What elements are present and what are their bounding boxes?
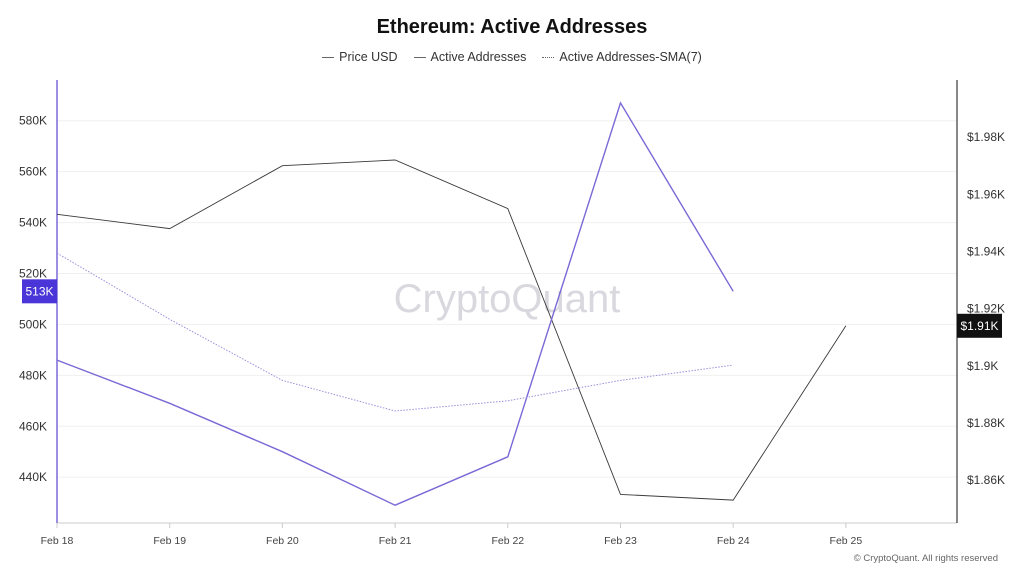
legend-item-active-addresses[interactable]: Active Addresses bbox=[413, 50, 527, 64]
y-right-tick-label: $1.88K bbox=[967, 416, 1005, 430]
series-price-usd-line[interactable] bbox=[56, 159, 847, 501]
watermark: CryptoQuant bbox=[394, 277, 621, 321]
y-right-tick-label: $1.92K bbox=[967, 302, 1005, 316]
legend-swatch-price bbox=[322, 56, 335, 58]
labels-layer: 440K 460K 480K 500K 520K 540K 560K 580K $1.86K $1… bbox=[19, 114, 1005, 547]
y-left-tick-label: 460K bbox=[19, 419, 47, 433]
x-tick-label: Feb 22 bbox=[491, 535, 524, 547]
y-right-tick-label: $1.94K bbox=[967, 244, 1005, 258]
series-active-addresses-sma-line[interactable] bbox=[56, 252, 734, 412]
y-right-tick-label: $1.9K bbox=[967, 359, 998, 373]
y-left-tick-label: 560K bbox=[19, 165, 47, 179]
x-tick-label: Feb 19 bbox=[153, 535, 186, 547]
y-right-tick-label: $1.86K bbox=[967, 473, 1005, 487]
legend-swatch-active-addresses bbox=[413, 56, 426, 58]
legend-swatch-sma bbox=[542, 56, 555, 58]
y-left-tick-label: 480K bbox=[19, 368, 47, 382]
y-left-tick-label: 540K bbox=[19, 216, 47, 230]
x-tick-label: Feb 25 bbox=[830, 535, 863, 547]
current-value-left-badge bbox=[22, 279, 57, 304]
legend-label-price: Price USD bbox=[339, 50, 398, 64]
legend: Price USD Active Addresses Active Addres… bbox=[0, 50, 1024, 64]
grid-layer bbox=[57, 120, 957, 478]
legend-item-sma[interactable]: Active Addresses-SMA(7) bbox=[542, 50, 702, 64]
y-left-tick-label: 580K bbox=[19, 114, 47, 128]
chart-title: Ethereum: Active Addresses bbox=[376, 16, 648, 38]
y-right-tick-label: $1.96K bbox=[967, 187, 1005, 201]
x-tick-label: Feb 23 bbox=[604, 535, 637, 547]
current-value-right-label: $1.91K bbox=[960, 319, 998, 333]
legend-label-active-addresses: Active Addresses bbox=[430, 50, 527, 64]
footer-credit: © CryptoQuant. All rights reserved bbox=[853, 553, 998, 564]
y-right-tick-label: $1.98K bbox=[967, 130, 1005, 144]
y-left-tick-label: 500K bbox=[19, 317, 47, 331]
y-left-tick-label: 520K bbox=[19, 266, 47, 280]
x-tick-label: Feb 21 bbox=[379, 535, 412, 547]
legend-label-sma: Active Addresses-SMA(7) bbox=[559, 50, 702, 64]
legend-item-price[interactable]: Price USD bbox=[322, 50, 398, 64]
current-value-left-label: 513K bbox=[25, 284, 53, 298]
x-tick-label: Feb 20 bbox=[266, 535, 299, 547]
current-value-right-badge bbox=[957, 313, 1002, 338]
series-active-addresses-line[interactable] bbox=[56, 101, 734, 506]
x-tick-label: Feb 18 bbox=[41, 535, 74, 547]
y-left-tick-label: 440K bbox=[19, 470, 47, 484]
series-layer bbox=[56, 101, 847, 506]
x-tick-label: Feb 24 bbox=[717, 535, 750, 547]
